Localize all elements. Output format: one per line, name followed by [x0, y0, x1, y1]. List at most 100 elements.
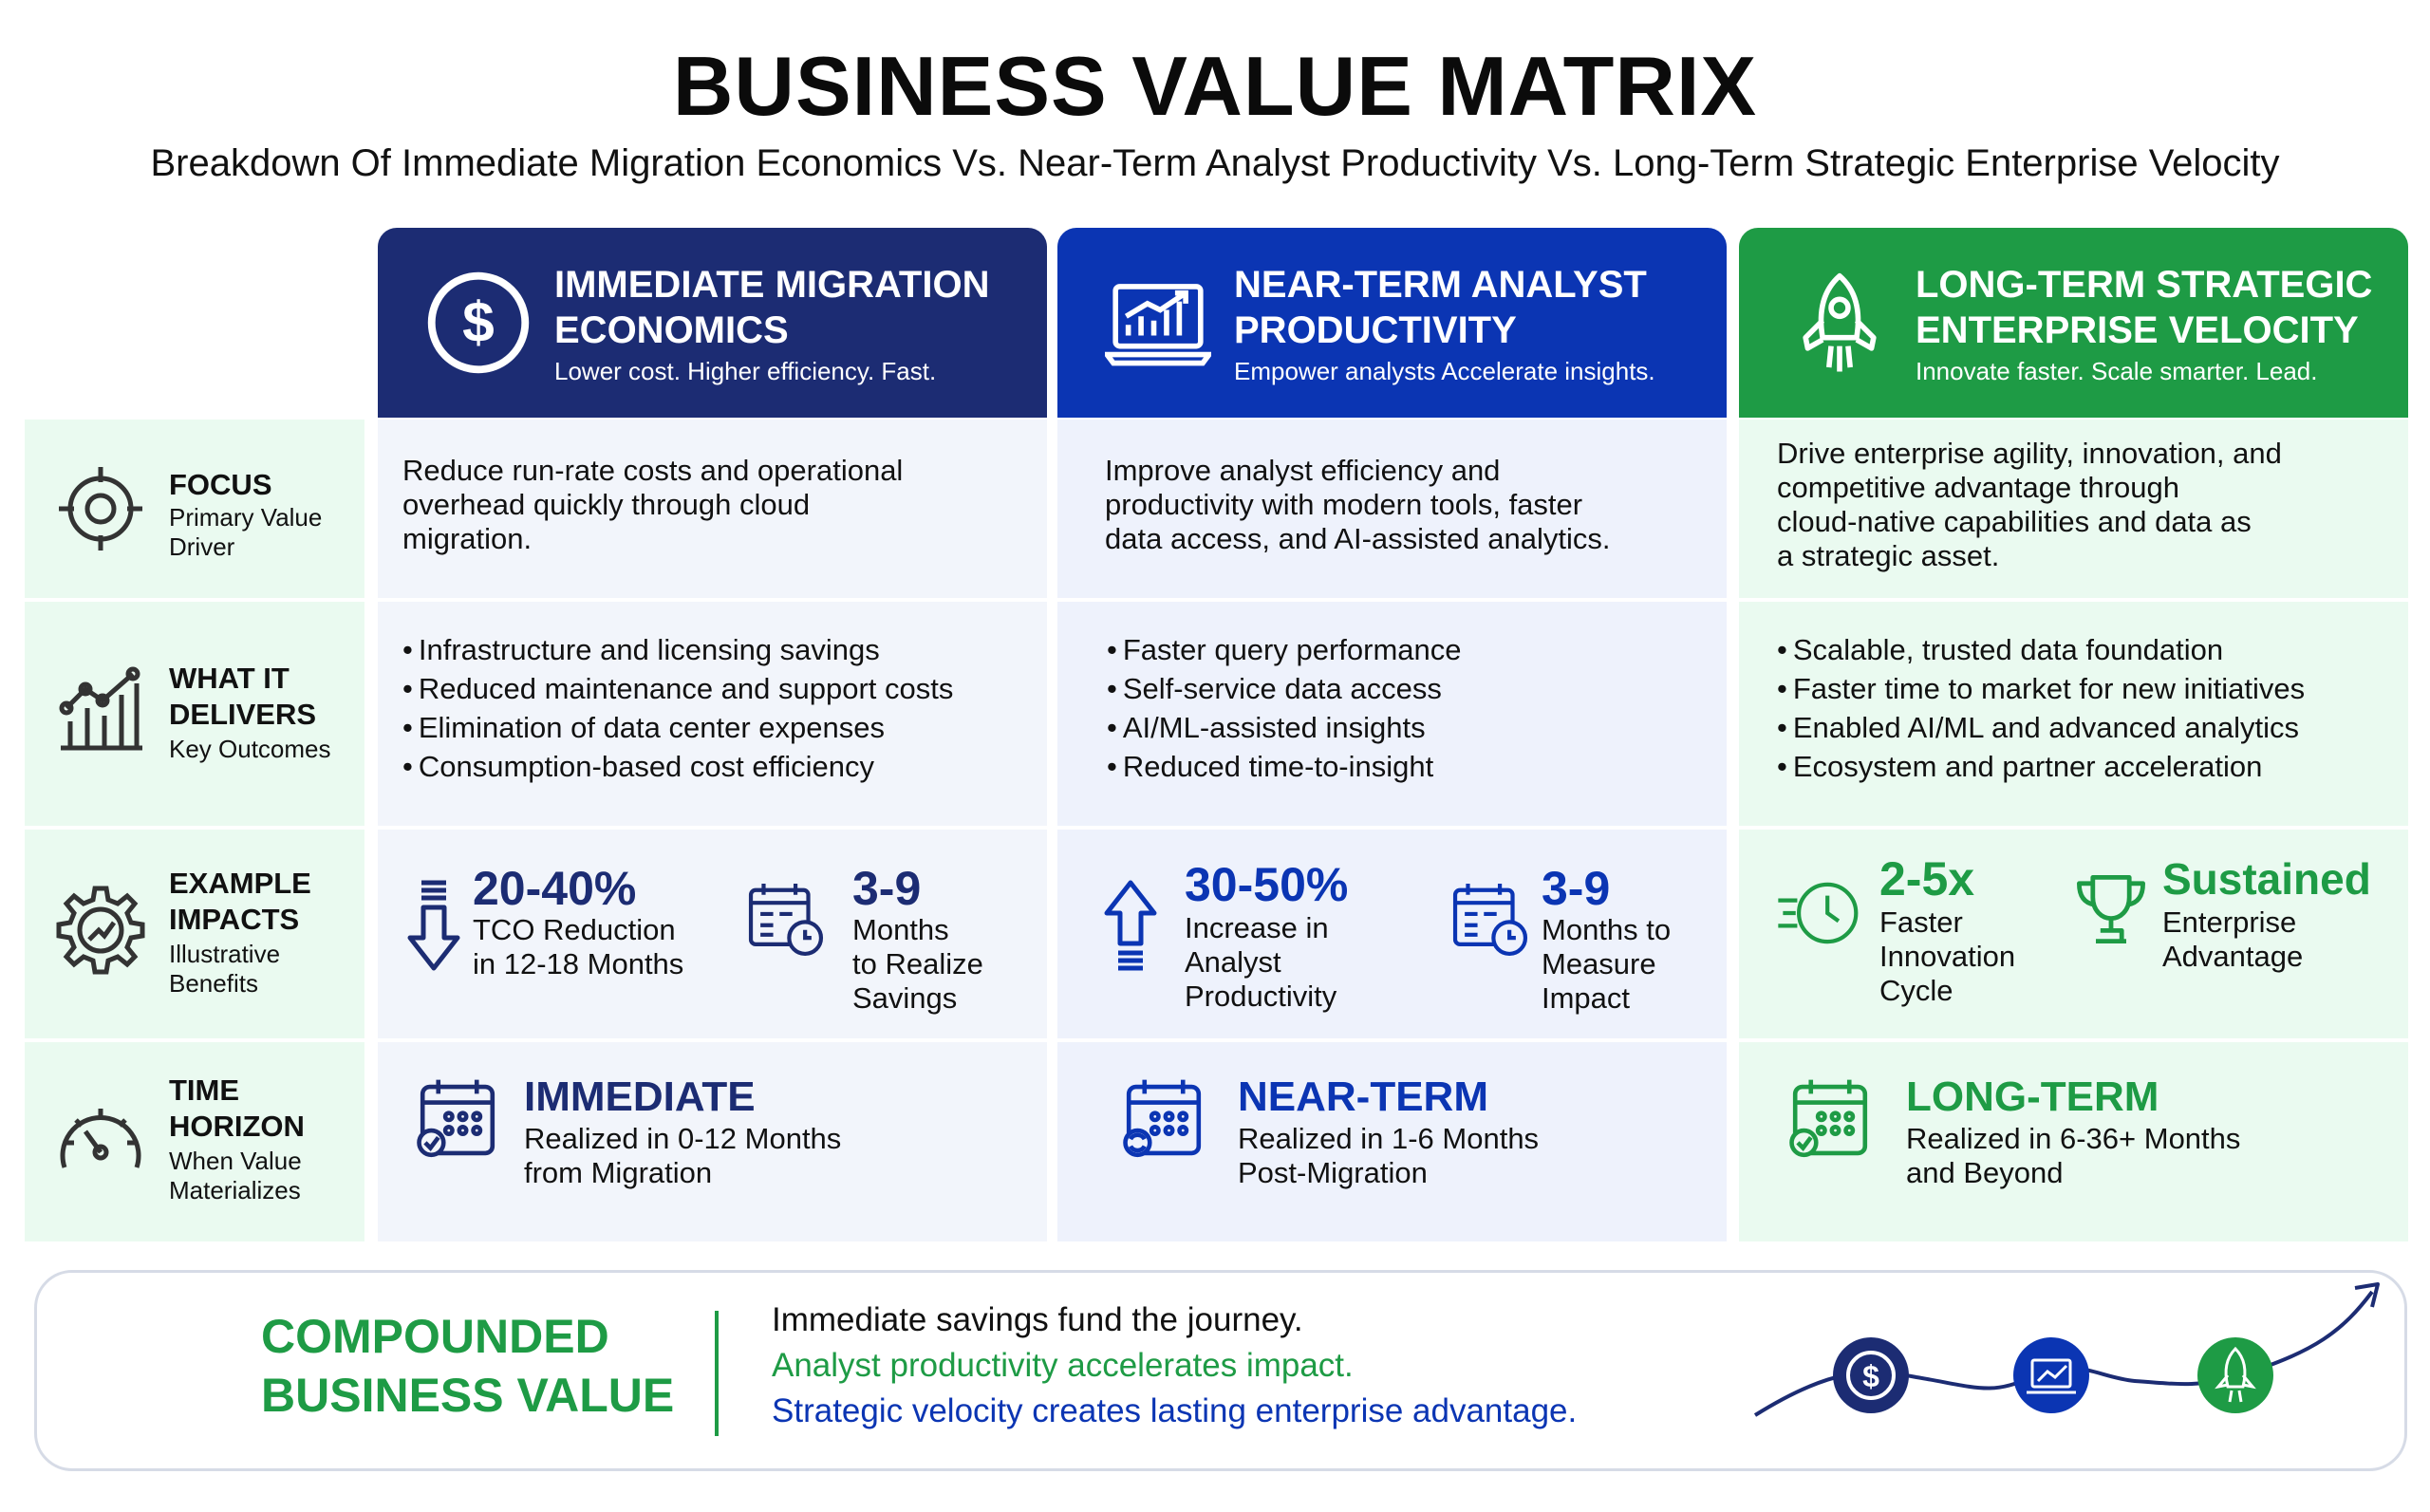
- gauge-icon: [60, 1109, 141, 1168]
- trophy-icon: [2077, 875, 2145, 943]
- impact-description: TCO Reduction in 12-18 Months: [473, 913, 684, 980]
- list-item: Infrastructure and licensing savings: [402, 630, 953, 669]
- compounded-value-banner: COMPOUNDED BUSINESS VALUE Immediate savin…: [34, 1270, 2407, 1471]
- footer-line-productivity: Analyst productivity accelerates impact.: [772, 1347, 1354, 1384]
- impact-value: 3-9: [1542, 862, 1611, 915]
- row-title: TIME HORIZON: [169, 1073, 305, 1143]
- focus-cell-long-term: Drive enterprise agility, innovation, an…: [1739, 420, 2408, 598]
- delivers-cell-long-term: Scalable, trusted data foundation Faster…: [1739, 602, 2408, 826]
- list-item: Ecosystem and partner acceleration: [1777, 747, 2305, 786]
- row-title: FOCUS: [169, 468, 272, 501]
- impact-description: Faster Innovation Cycle: [1879, 905, 2016, 1007]
- list-item: AI/ML-assisted insights: [1107, 708, 1462, 747]
- list-item: Reduced maintenance and support costs: [402, 669, 954, 708]
- svg-text:$: $: [462, 289, 495, 354]
- horizon-description: Realized in 1-6 Months Post-Migration: [1238, 1122, 1540, 1189]
- impact-description: Months to Realize Savings: [852, 913, 983, 1015]
- column-tagline: Innovate faster. Scale smarter. Lead.: [1916, 357, 2318, 385]
- horizon-label: IMMEDIATE: [524, 1073, 756, 1120]
- page-title: BUSINESS VALUE MATRIX: [672, 39, 1758, 133]
- journey-node-analytics: [2013, 1337, 2089, 1413]
- delivers-cell-near-term: Faster query performance Self-service da…: [1057, 602, 1727, 826]
- column-tagline: Lower cost. Higher efficiency. Fast.: [554, 357, 937, 385]
- column-title: IMMEDIATE MIGRATION ECONOMICS: [554, 264, 990, 351]
- outcome-list: Infrastructure and licensing savings Red…: [402, 630, 954, 786]
- focus-text: Drive enterprise agility, innovation, an…: [1777, 437, 2282, 572]
- footer-line-velocity: Strategic velocity creates lasting enter…: [772, 1392, 1578, 1429]
- list-item: Scalable, trusted data foundation: [1777, 630, 2305, 669]
- list-item: Self-service data access: [1107, 669, 1462, 708]
- calendar-clock-icon: [1452, 884, 1528, 957]
- journey-node-rocket: [2197, 1337, 2273, 1413]
- row-label-horizon: TIME HORIZON When Value Materializes: [25, 1042, 364, 1241]
- column-header-long-term: LONG-TERM STRATEGIC ENTERPRISE VELOCITY I…: [1739, 228, 2408, 418]
- row-subtitle: When Value Materializes: [169, 1147, 302, 1204]
- impact-description: Increase in Analyst Productivity: [1185, 911, 1337, 1013]
- impact-value: 20-40%: [473, 862, 637, 915]
- calendar-check-icon: [417, 1079, 495, 1158]
- row-subtitle: Primary Value Driver: [169, 503, 323, 561]
- row-label-focus: FOCUS Primary Value Driver: [25, 420, 364, 598]
- row-title: WHAT IT DELIVERS: [169, 662, 317, 731]
- impact-value: 30-50%: [1185, 858, 1349, 911]
- footer-line-savings: Immediate savings fund the journey.: [772, 1301, 1303, 1338]
- list-item: Enabled AI/ML and advanced analytics: [1777, 708, 2305, 747]
- value-journey-graphic: $: [1753, 1282, 2380, 1417]
- arrow-down-icon: [407, 880, 460, 971]
- horizon-cell-long-term: LONG-TERM Realized in 6-36+ Months and Be…: [1739, 1042, 2408, 1241]
- arrow-up-icon: [1104, 880, 1157, 971]
- impacts-cell-immediate: 20-40% TCO Reduction in 12-18 Months 3-9 …: [378, 830, 1047, 1038]
- calendar-refresh-icon: [1123, 1079, 1202, 1158]
- impacts-cell-long-term: 2-5x Faster Innovation Cycle Sustained Ent…: [1739, 830, 2408, 1038]
- outcome-list: Scalable, trusted data foundation Faster…: [1777, 630, 2305, 786]
- column-header-immediate: $ IMMEDIATE MIGRATION ECONOMICS Lower cos…: [378, 228, 1047, 418]
- impacts-cell-near-term: 30-50% Increase in Analyst Productivity 3-…: [1057, 830, 1727, 1038]
- journey-node-dollar: $: [1833, 1337, 1909, 1413]
- laptop-chart-icon: [1105, 284, 1211, 366]
- target-icon: [59, 467, 142, 551]
- outcome-list: Faster query performance Self-service da…: [1107, 630, 1462, 786]
- row-title: EXAMPLE IMPACTS: [169, 867, 311, 936]
- horizon-cell-near-term: NEAR-TERM Realized in 1-6 Months Post-Mig…: [1057, 1042, 1727, 1241]
- column-tagline: Empower analysts Accelerate insights.: [1234, 357, 1655, 385]
- journey-arrowhead: [2354, 1282, 2380, 1308]
- list-item: Faster query performance: [1107, 630, 1462, 669]
- column-header-near-term: NEAR-TERM ANALYST PRODUCTIVITY Empower an…: [1057, 228, 1727, 418]
- footer-title: COMPOUNDED BUSINESS VALUE: [261, 1310, 675, 1422]
- impact-description: Enterprise Advantage: [2162, 905, 2304, 973]
- page-subtitle: Breakdown Of Immediate Migration Economi…: [150, 142, 2280, 184]
- svg-text:$: $: [1862, 1359, 1879, 1393]
- rocket-icon: [1803, 272, 1877, 372]
- impact-value: Sustained: [2162, 854, 2371, 904]
- horizon-description: Realized in 0-12 Months from Migration: [524, 1122, 842, 1189]
- calendar-check-icon: [1789, 1079, 1868, 1158]
- clock-speed-icon: [1778, 882, 1859, 944]
- column-title: NEAR-TERM ANALYST PRODUCTIVITY: [1234, 264, 1647, 351]
- dollar-icon: $: [427, 271, 530, 374]
- list-item: Consumption-based cost efficiency: [402, 747, 953, 786]
- footer-divider: [715, 1311, 719, 1436]
- focus-cell-near-term: Improve analyst efficiency and productivi…: [1057, 420, 1727, 598]
- gear-chart-icon: [56, 886, 145, 975]
- horizon-description: Realized in 6-36+ Months and Beyond: [1906, 1122, 2241, 1189]
- row-label-delivers: WHAT IT DELIVERS Key Outcomes: [25, 602, 364, 826]
- row-subtitle: Key Outcomes: [169, 735, 331, 763]
- focus-text: Reduce run-rate costs and operational ove…: [402, 454, 904, 555]
- impact-value: 3-9: [852, 862, 922, 915]
- focus-text: Improve analyst efficiency and productivi…: [1105, 454, 1611, 555]
- impact-value: 2-5x: [1879, 852, 1975, 905]
- horizon-cell-immediate: IMMEDIATE Realized in 0-12 Months from Mi…: [378, 1042, 1047, 1241]
- focus-cell-immediate: Reduce run-rate costs and operational ove…: [378, 420, 1047, 598]
- column-title: LONG-TERM STRATEGIC ENTERPRISE VELOCITY: [1916, 264, 2373, 351]
- row-label-impacts: EXAMPLE IMPACTS Illustrative Benefits: [25, 830, 364, 1038]
- impact-description: Months to Measure Impact: [1542, 913, 1672, 1015]
- list-item: Reduced time-to-insight: [1107, 747, 1462, 786]
- calendar-clock-icon: [748, 884, 824, 957]
- list-item: Elimination of data center expenses: [402, 708, 953, 747]
- row-subtitle: Illustrative Benefits: [169, 940, 281, 998]
- delivers-cell-immediate: Infrastructure and licensing savings Red…: [378, 602, 1047, 826]
- horizon-label: NEAR-TERM: [1238, 1073, 1488, 1120]
- list-item: Faster time to market for new initiative…: [1777, 669, 2305, 708]
- bar-chart-icon: [59, 666, 142, 751]
- horizon-label: LONG-TERM: [1906, 1073, 2159, 1120]
